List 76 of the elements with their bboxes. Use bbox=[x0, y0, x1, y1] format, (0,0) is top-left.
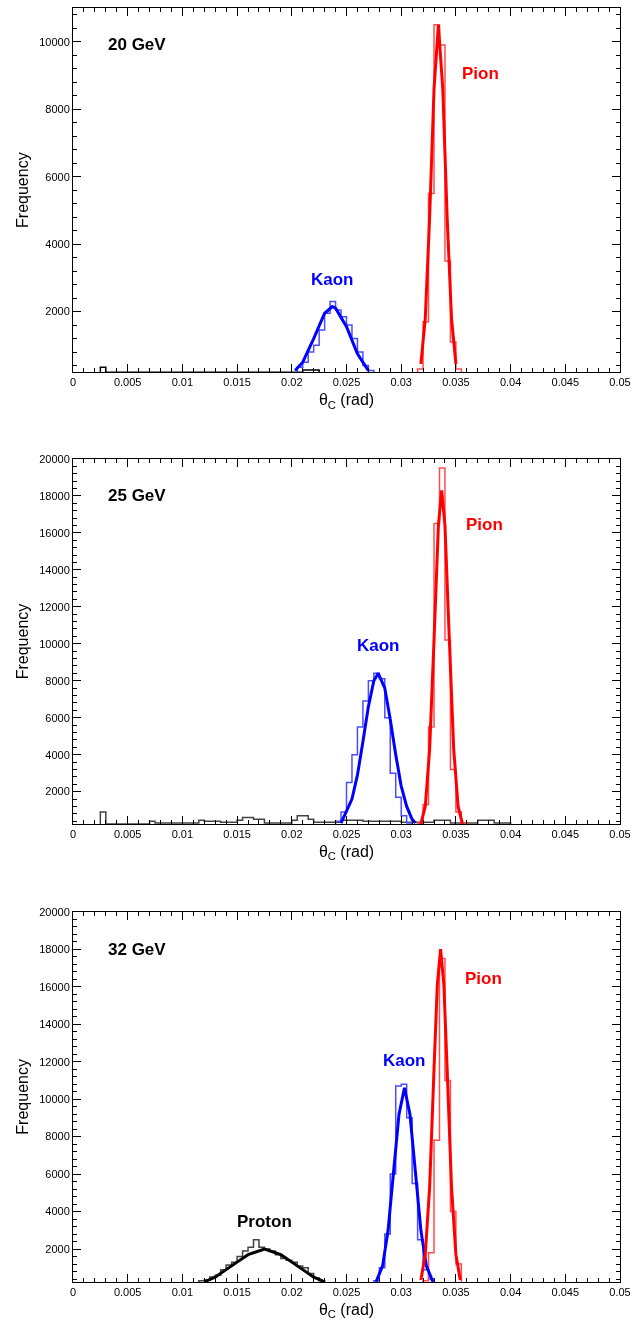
x-tick-label: 0.01 bbox=[171, 828, 194, 841]
annotation: 25 GeV bbox=[108, 486, 167, 505]
x-tick-label: 0.03 bbox=[390, 1286, 412, 1299]
y-tick-label: 8000 bbox=[45, 1130, 70, 1143]
x-tick-label: 0.025 bbox=[332, 376, 361, 389]
x-tick-label: 0.045 bbox=[551, 828, 580, 841]
x-tick-label: 0.05 bbox=[609, 1286, 631, 1299]
annotation: 20 GeV bbox=[108, 35, 167, 54]
y-tick-label: 20000 bbox=[39, 452, 70, 465]
line-series bbox=[419, 23, 458, 366]
y-tick-label: 20000 bbox=[39, 905, 70, 918]
y-tick-label: 2000 bbox=[45, 785, 70, 798]
y-tick-label: 10000 bbox=[39, 35, 70, 48]
x-tick-label: 0 bbox=[69, 828, 77, 841]
y-tick-label: 18000 bbox=[39, 489, 70, 502]
x-tick-label: 0.02 bbox=[281, 1286, 303, 1299]
y-axis-title: Frequency bbox=[14, 603, 32, 680]
x-tick-label: 0.005 bbox=[113, 828, 142, 841]
y-tick-label: 2000 bbox=[45, 1242, 70, 1255]
y-tick-label: 8000 bbox=[45, 674, 70, 687]
x-tick-label: 0.015 bbox=[223, 376, 251, 389]
x-tick-label: 0.035 bbox=[442, 376, 470, 389]
y-axis-title: Frequency bbox=[14, 1059, 32, 1135]
y-tick-label: 4000 bbox=[45, 237, 70, 250]
x-tick-label: 0.045 bbox=[551, 1286, 580, 1299]
series-label: Pion bbox=[466, 515, 503, 534]
x-tick-label: 0 bbox=[69, 376, 77, 389]
y-tick-label: 4000 bbox=[45, 748, 70, 761]
x-axis-title: θ$_{C}$ (rad) bbox=[318, 843, 375, 863]
x-tick-label: 0.015 bbox=[223, 828, 251, 841]
y-tick-label: 14000 bbox=[39, 563, 70, 576]
x-tick-label: 0.025 bbox=[332, 1286, 361, 1299]
x-tick-label: 0.01 bbox=[171, 376, 194, 389]
x-tick-label: 0.04 bbox=[499, 828, 522, 841]
series-label: Pion bbox=[462, 64, 499, 83]
x-axis-title: θ$_{C}$ (rad) bbox=[318, 391, 375, 411]
y-tick-label: 12000 bbox=[39, 600, 70, 613]
y-tick-label: 14000 bbox=[39, 1018, 70, 1031]
x-tick-label: 0.03 bbox=[390, 828, 412, 841]
x-tick-label: 0.035 bbox=[442, 1286, 470, 1299]
y-tick-label: 16000 bbox=[39, 980, 70, 993]
series-label: Kaon bbox=[383, 1051, 426, 1070]
x-tick-label: 0.045 bbox=[551, 376, 580, 389]
x-tick-label: 0.01 bbox=[171, 1286, 194, 1299]
x-tick-label: 0 bbox=[69, 1286, 77, 1299]
y-tick-label: 2000 bbox=[45, 305, 70, 318]
line-series bbox=[419, 488, 464, 825]
x-tick-label: 0.04 bbox=[499, 376, 522, 389]
series-label: Proton bbox=[237, 1212, 292, 1231]
x-tick-label: 0.04 bbox=[499, 1286, 522, 1299]
x-tick-label: 0.02 bbox=[281, 828, 303, 841]
x-tick-label: 0.025 bbox=[332, 828, 361, 841]
y-tick-label: 12000 bbox=[39, 1055, 70, 1068]
x-tick-label: 0.03 bbox=[390, 376, 412, 389]
y-tick-label: 6000 bbox=[45, 1167, 70, 1180]
x-axis-title: θ$_{C}$ (rad) bbox=[318, 1300, 375, 1321]
x-tick-label: 0.005 bbox=[113, 376, 142, 389]
series-label: Pion bbox=[465, 969, 502, 988]
x-tick-label: 0.005 bbox=[113, 1286, 142, 1299]
y-tick-label: 6000 bbox=[45, 711, 70, 724]
x-tick-label: 0.02 bbox=[281, 376, 303, 389]
y-tick-label: 8000 bbox=[45, 103, 70, 116]
y-tick-label: 4000 bbox=[45, 1205, 70, 1218]
y-tick-label: 10000 bbox=[39, 1092, 70, 1105]
y-tick-label: 6000 bbox=[45, 170, 70, 183]
series-label: Kaon bbox=[357, 636, 400, 655]
y-tick-label: 10000 bbox=[39, 637, 70, 650]
x-tick-label: 0.015 bbox=[223, 1286, 251, 1299]
y-tick-label: 18000 bbox=[39, 943, 70, 956]
x-tick-label: 0.05 bbox=[609, 828, 631, 841]
series-label: Kaon bbox=[311, 270, 354, 289]
x-tick-label: 0.05 bbox=[609, 376, 631, 389]
y-tick-label: 16000 bbox=[39, 526, 70, 539]
x-tick-label: 0.035 bbox=[442, 828, 470, 841]
annotation: 32 GeV bbox=[108, 940, 167, 959]
y-axis-title: Frequency bbox=[14, 152, 32, 228]
